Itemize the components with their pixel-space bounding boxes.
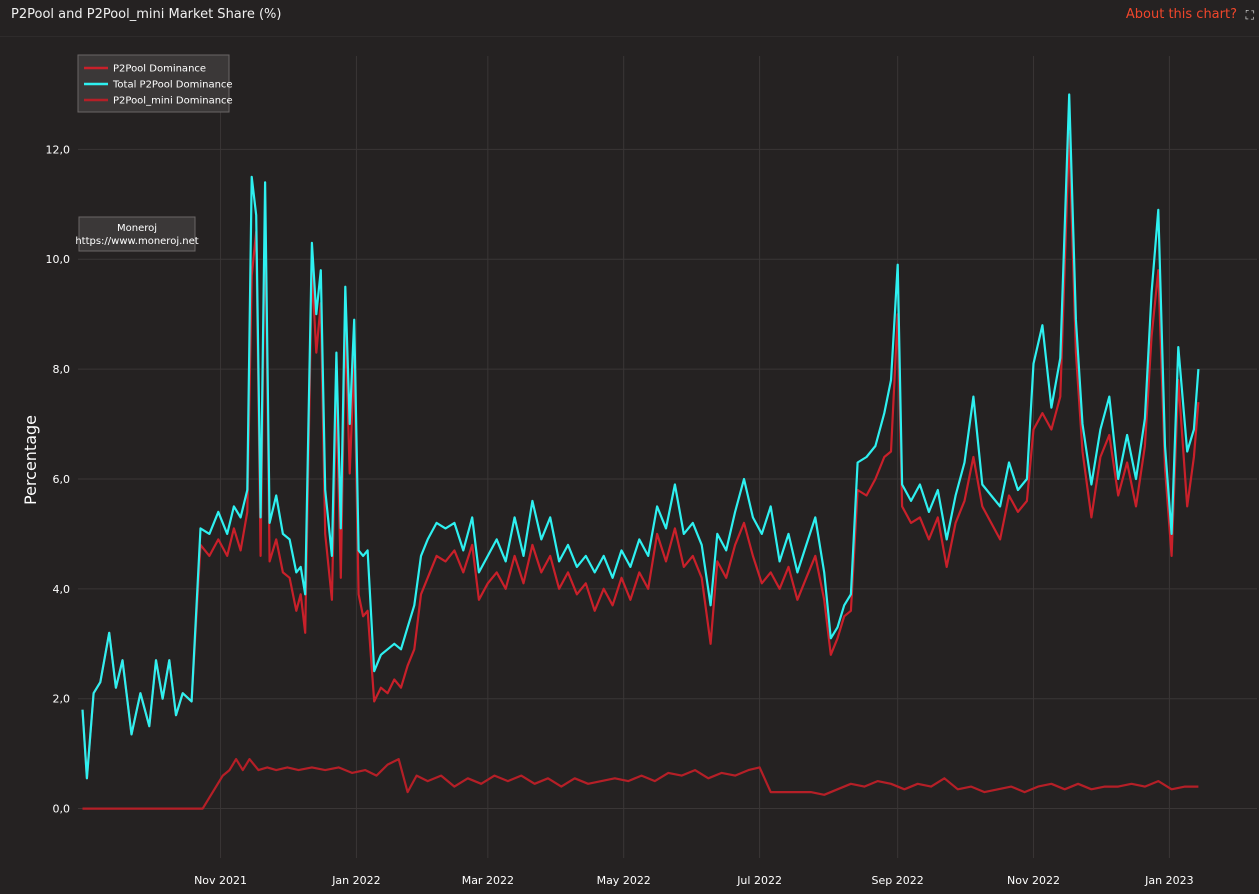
y-tick-label: 6,0 bbox=[53, 473, 71, 486]
y-tick-label: 0,0 bbox=[53, 803, 71, 816]
credit-name: Moneroj bbox=[117, 223, 157, 234]
legend-label: P2Pool_mini Dominance bbox=[113, 96, 233, 107]
x-tick-label: Sep 2022 bbox=[872, 874, 924, 887]
credit-url: https://www.moneroj.net bbox=[75, 236, 198, 247]
x-tick-label: Mar 2022 bbox=[462, 874, 514, 887]
series-line-total bbox=[81, 93, 1200, 780]
series-lines bbox=[81, 93, 1200, 810]
x-tick-label: May 2022 bbox=[597, 874, 651, 887]
y-tick-label: 2,0 bbox=[53, 693, 71, 706]
legend-label: P2Pool Dominance bbox=[113, 64, 206, 75]
chart-title: P2Pool and P2Pool_mini Market Share (%) bbox=[11, 7, 282, 22]
legend-label: Total P2Pool Dominance bbox=[112, 80, 233, 91]
x-tick-label: Jan 2023 bbox=[1144, 874, 1193, 887]
expand-icon[interactable]: ⛶ bbox=[1245, 8, 1254, 22]
chart-header: P2Pool and P2Pool_mini Market Share (%) … bbox=[0, 0, 1259, 37]
y-tick-label: 10,0 bbox=[46, 253, 71, 266]
y-axis-ticks: 0,0 2,0 4,0 6,0 8,0 10,0 12,0 bbox=[46, 143, 71, 815]
x-tick-label: Jan 2022 bbox=[331, 874, 380, 887]
x-tick-label: Nov 2022 bbox=[1007, 874, 1060, 887]
y-tick-label: 12,0 bbox=[46, 143, 71, 156]
y-tick-label: 4,0 bbox=[53, 583, 71, 596]
x-axis-ticks: Nov 2021 Jan 2022 Mar 2022 May 2022 Jul 2022… bbox=[194, 874, 1194, 887]
about-chart-link[interactable]: About this chart? bbox=[1125, 7, 1237, 22]
y-axis-label: Percentage bbox=[21, 415, 40, 505]
x-tick-label: Nov 2021 bbox=[194, 874, 247, 887]
grid bbox=[78, 56, 1257, 858]
legend: P2Pool Dominance Total P2Pool Dominance P2… bbox=[77, 54, 233, 113]
x-tick-label: Jul 2022 bbox=[736, 874, 782, 887]
y-tick-label: 8,0 bbox=[53, 363, 71, 376]
credit-box: Moneroj https://www.moneroj.net bbox=[75, 216, 199, 252]
series-line-mini bbox=[82, 757, 1199, 810]
